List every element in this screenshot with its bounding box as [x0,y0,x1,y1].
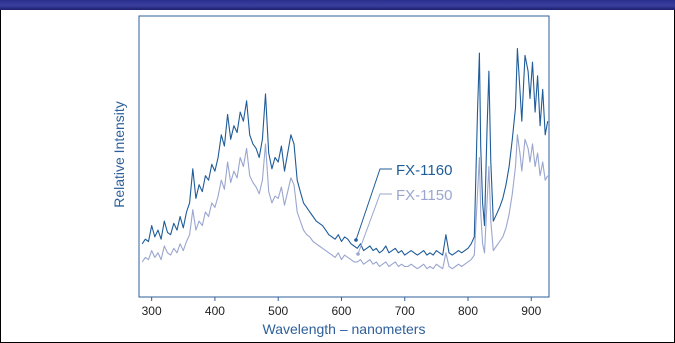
x-tick-label: 300 [142,304,162,318]
legend-annotations: FX-1160 FX-1150 [354,162,452,256]
slide-frame [0,10,675,343]
legend-pointer-fx-1160 [354,238,358,242]
series-line-fx-1160 [141,47,549,256]
x-tick-label: 800 [458,304,478,318]
legend-label-fx-1160: FX-1160 [396,162,452,179]
x-axis-ticks: 300 400 500 600 700 800 900 [142,297,542,318]
legend-leader-fx-1160 [355,168,392,241]
y-axis-label: Relative Intensity [111,101,127,208]
legend-leader-fx-1150 [357,193,392,255]
x-tick-label: 400 [205,304,225,318]
series-layer [141,47,549,270]
x-tick-label: 900 [521,304,541,318]
top-banner [0,0,675,10]
legend-label-fx-1150: FX-1150 [396,187,452,204]
plot-frame [138,15,550,298]
x-tick-label: 600 [331,304,351,318]
x-tick-label: 700 [395,304,415,318]
series-line-fx-1150 [141,134,549,270]
x-tick-label: 500 [268,304,288,318]
legend-pointer-fx-1150 [356,252,360,256]
x-axis-label: Wavelength – nanometers [263,321,426,337]
